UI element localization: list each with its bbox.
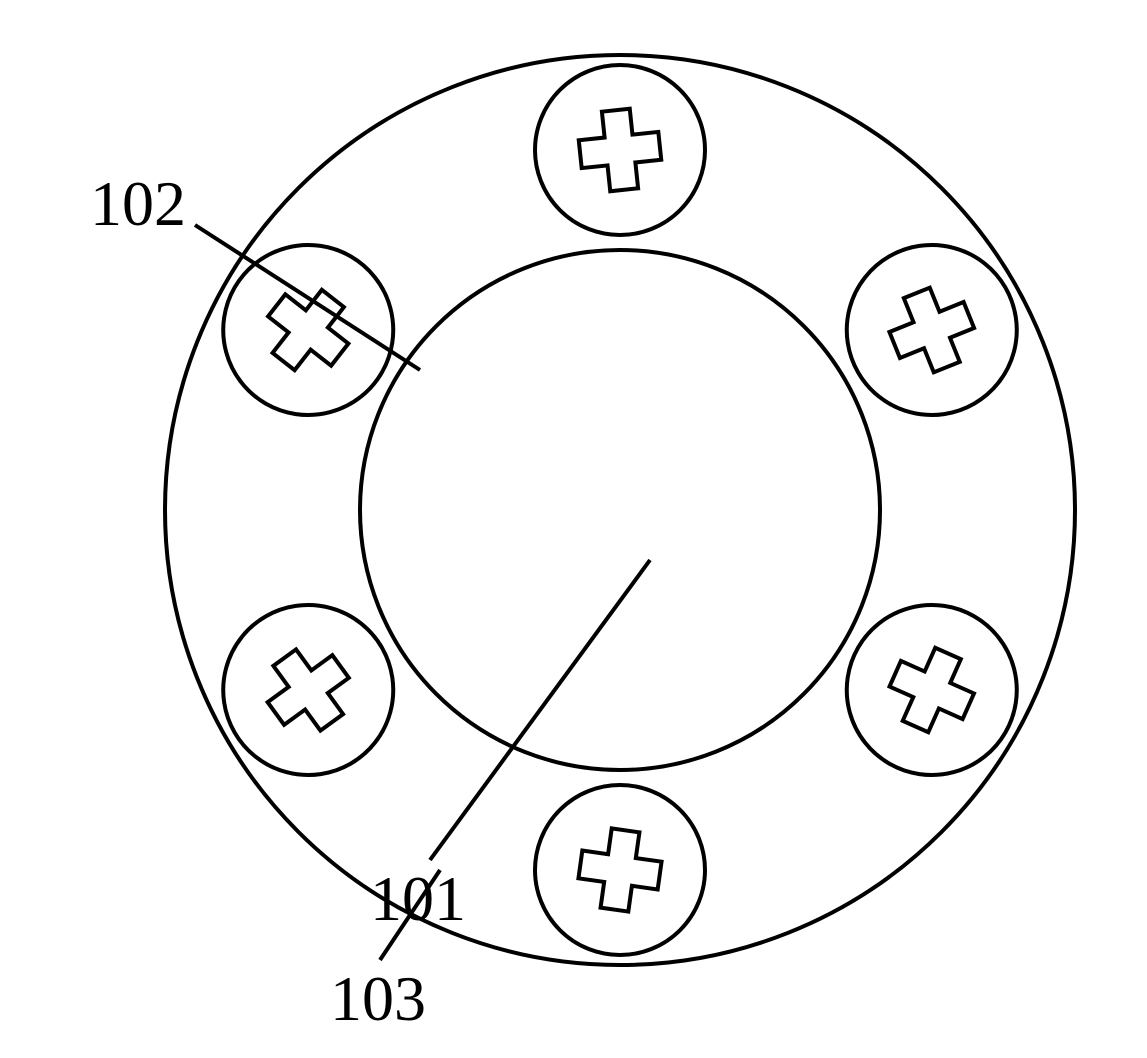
screw-cross-icon [879, 637, 985, 743]
screw-head [192, 574, 424, 806]
screw-head [535, 785, 705, 955]
leader-line [430, 560, 650, 860]
screw [816, 574, 1048, 806]
screw-head [816, 574, 1048, 806]
screw [192, 574, 424, 806]
screw [535, 65, 705, 235]
screw [535, 785, 705, 955]
screw-cross-icon [880, 278, 984, 382]
screw-cross-icon [575, 825, 665, 915]
screw-cross-icon [252, 634, 364, 746]
screw [192, 214, 424, 446]
screws-group [192, 65, 1048, 955]
screw-head [535, 65, 705, 235]
screw-head [816, 214, 1048, 446]
callout-label: 103 [330, 963, 426, 1034]
callout-label: 102 [90, 168, 186, 239]
screw-cross-icon [252, 274, 364, 386]
screw-cross-icon [576, 106, 664, 194]
inner-circle [360, 250, 880, 770]
callout-label: 101 [370, 863, 466, 934]
screw [816, 214, 1048, 446]
screw-head [192, 214, 424, 446]
